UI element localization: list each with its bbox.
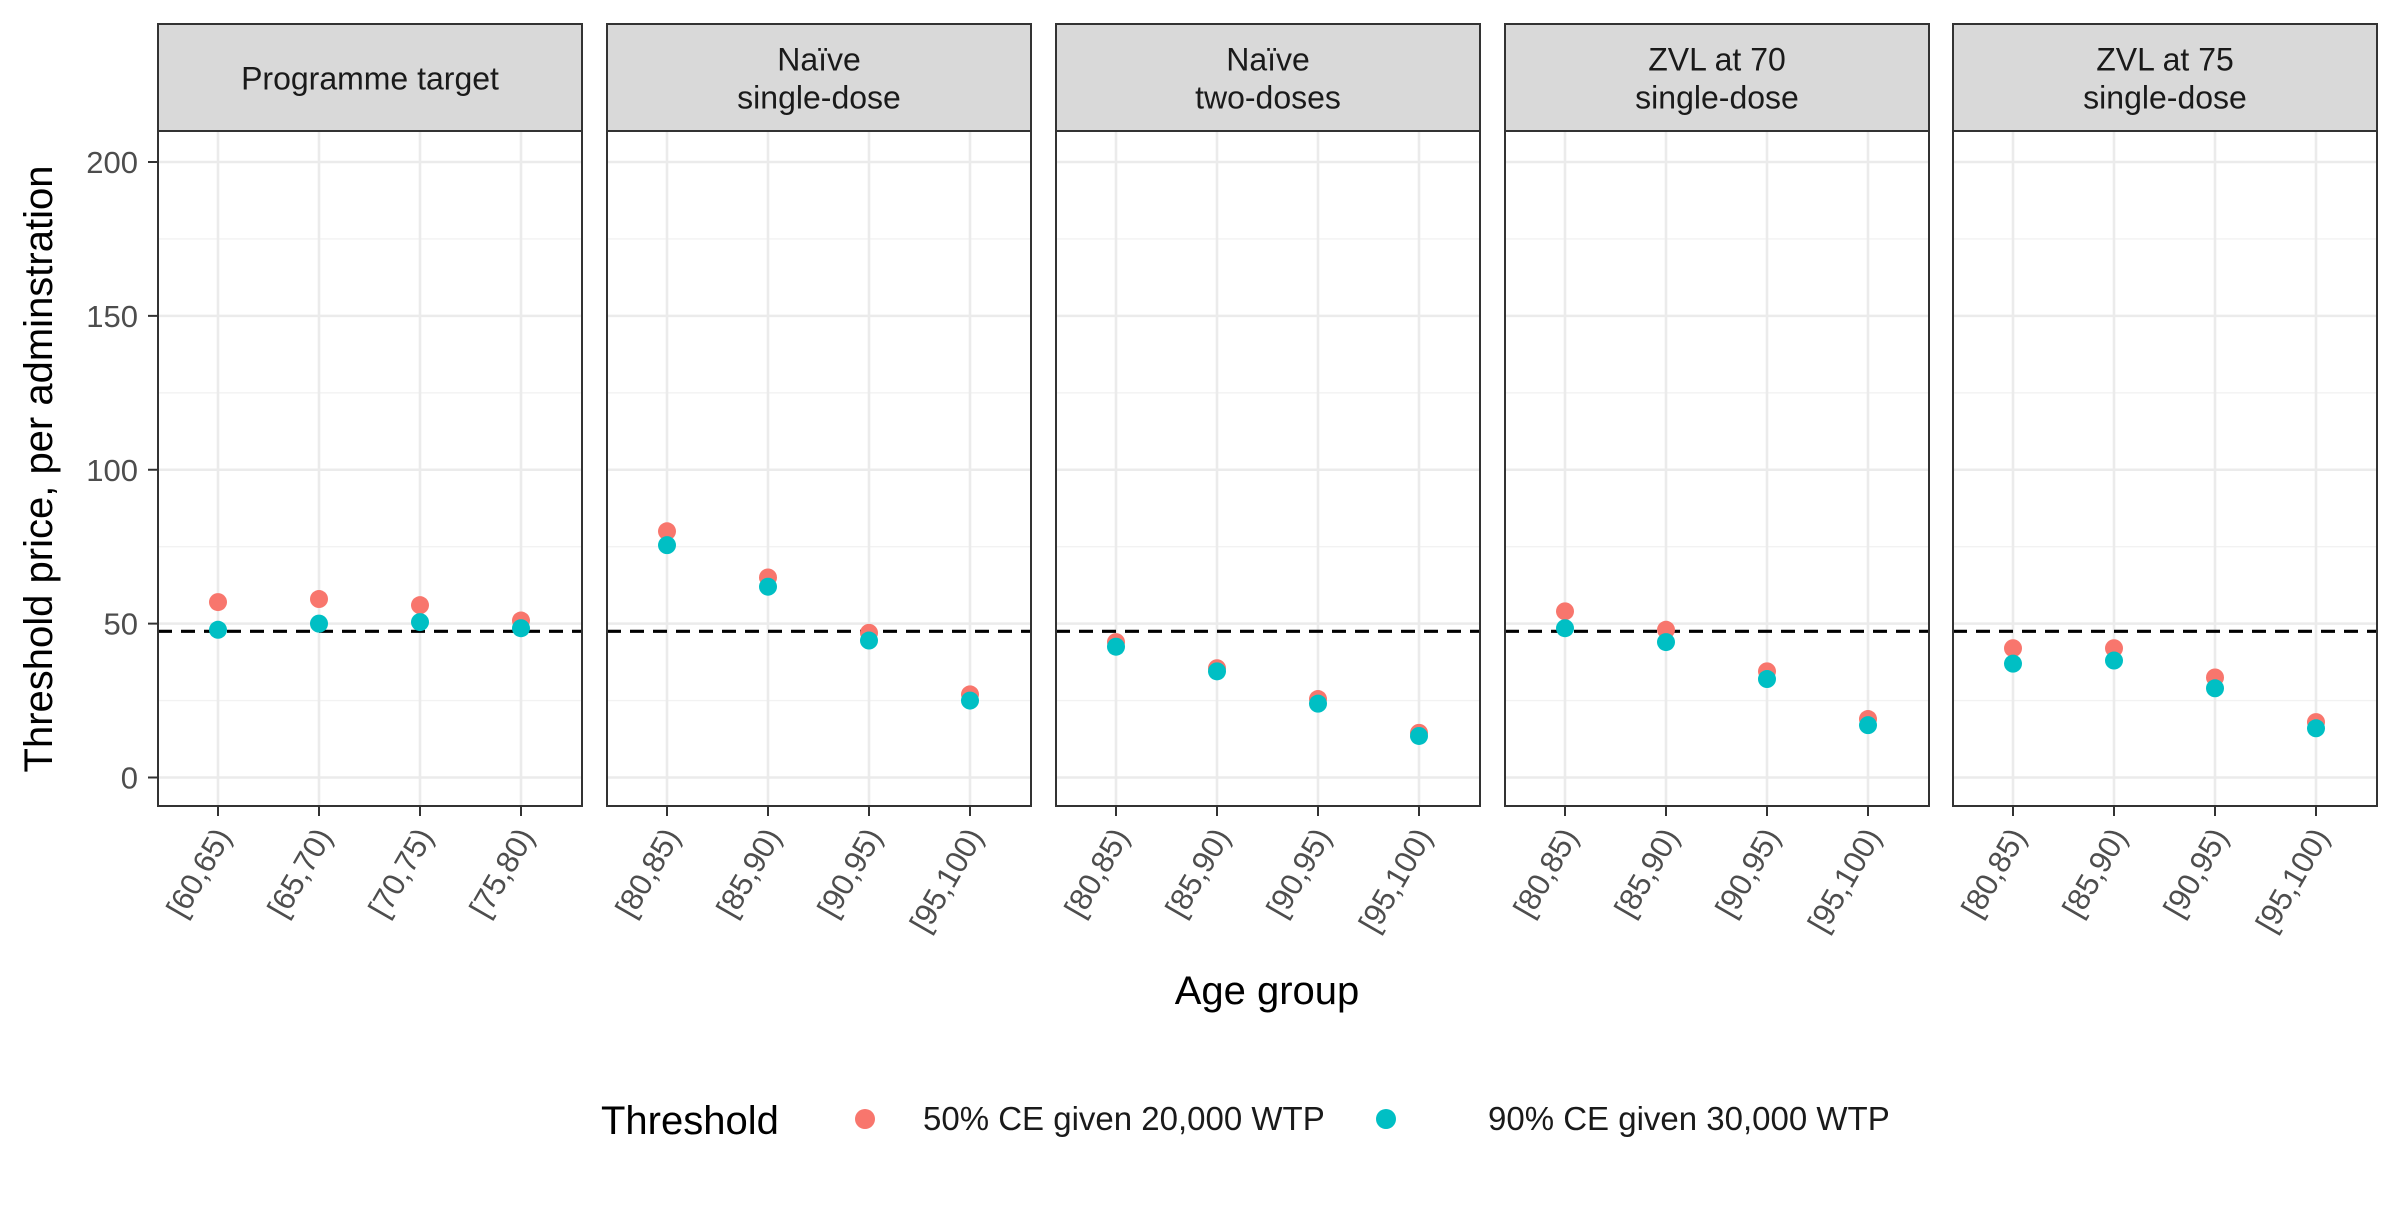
panel-border: [1504, 130, 1930, 807]
facet-title-line: ZVL at 75: [2096, 42, 2234, 78]
panel-border: [606, 130, 1032, 807]
point-90pct: [209, 620, 227, 639]
point-90pct: [1410, 726, 1428, 745]
facet-title-line: ZVL at 70: [1648, 42, 1786, 78]
point-90pct: [1309, 694, 1327, 713]
x-tick-label: [80,85): [1506, 822, 1585, 923]
facet-title-line: two-doses: [1195, 80, 1341, 116]
y-axis-title: Threshold price, per adminstration: [17, 166, 61, 773]
y-tick-label: 50: [104, 607, 138, 642]
panel-border: [1952, 130, 2378, 807]
point-90pct: [2206, 679, 2224, 698]
panels-layer: Programme target [60,65) [65,70) [70,75) [75…: [86, 23, 2378, 938]
point-90pct: [759, 577, 777, 596]
x-tick-label: [75,80): [462, 822, 541, 923]
facet-strip: [157, 23, 583, 132]
y-tick-label: 100: [86, 453, 138, 488]
facet-strip: [606, 23, 1032, 132]
panel-border: [157, 130, 583, 807]
point-50pct: [209, 593, 227, 612]
x-tick-label: [80,85): [1057, 822, 1136, 923]
y-tick-label: 200: [86, 145, 138, 180]
point-90pct: [2004, 654, 2022, 673]
point-50pct: [2105, 639, 2123, 658]
panel-border: [1055, 130, 1481, 807]
x-tick-label: [95,100): [1801, 822, 1888, 938]
facet-title-line: single-dose: [1635, 80, 1799, 116]
facet-title-line: single-dose: [2083, 80, 2247, 116]
x-tick-label: [90,95): [2156, 822, 2235, 923]
facet-strip: [1055, 23, 1481, 132]
point-90pct: [860, 631, 878, 650]
point-90pct: [2105, 651, 2123, 670]
facet-title-line: single-dose: [737, 80, 901, 116]
x-tick-label: [65,70): [260, 822, 339, 923]
point-90pct: [1859, 716, 1877, 735]
point-90pct: [1208, 662, 1226, 681]
point-90pct: [1556, 619, 1574, 638]
point-50pct: [310, 590, 328, 609]
x-tick-label: [80,85): [1954, 822, 2033, 923]
point-90pct: [1758, 670, 1776, 689]
facet-panel-1: Programme target [60,65) [65,70) [70,75) [75…: [86, 23, 583, 923]
legend-label-90pct: 90% CE given 30,000 WTP: [1488, 1100, 1890, 1137]
legend: Threshold 50% CE given 20,000 WTP 90% CE…: [601, 1099, 1890, 1143]
point-90pct: [512, 619, 530, 638]
point-90pct: [411, 613, 429, 632]
point-90pct: [2307, 719, 2325, 738]
legend-key-90pct: [1376, 1109, 1396, 1129]
legend-key-50pct: [855, 1109, 875, 1129]
point-90pct: [1657, 633, 1675, 652]
facet-strip: [1952, 23, 2378, 132]
point-90pct: [310, 614, 328, 633]
x-tick-label: [85,90): [709, 822, 788, 923]
point-50pct: [411, 596, 429, 615]
point-50pct: [1556, 602, 1574, 621]
x-tick-label: [70,75): [361, 822, 440, 923]
y-tick-label: 0: [121, 761, 138, 796]
facet-strip: [1504, 23, 1930, 132]
legend-label-50pct: 50% CE given 20,000 WTP: [923, 1100, 1325, 1137]
x-tick-label: [85,90): [1607, 822, 1686, 923]
facet-title-line: Naïve: [1226, 42, 1310, 78]
x-tick-label: [95,100): [903, 822, 990, 938]
legend-title: Threshold: [601, 1099, 779, 1143]
x-tick-label: [90,95): [1259, 822, 1338, 923]
point-50pct: [658, 522, 676, 541]
facet-title-line: Naïve: [777, 42, 861, 78]
x-tick-label: [90,95): [1708, 822, 1787, 923]
point-90pct: [1107, 637, 1125, 656]
x-tick-label: [95,100): [2249, 822, 2336, 938]
x-tick-label: [85,90): [1158, 822, 1237, 923]
x-tick-label: [95,100): [1352, 822, 1439, 938]
x-tick-label: [80,85): [608, 822, 687, 923]
point-50pct: [1657, 620, 1675, 639]
y-tick-label: 150: [86, 299, 138, 334]
point-90pct: [961, 691, 979, 710]
x-tick-label: [60,65): [159, 822, 238, 923]
point-50pct: [2004, 639, 2022, 658]
x-tick-label: [90,95): [810, 822, 889, 923]
x-axis-title: Age group: [1175, 969, 1360, 1013]
facet-title-line: Programme target: [241, 61, 499, 97]
point-90pct: [658, 536, 676, 555]
x-tick-label: [85,90): [2055, 822, 2134, 923]
